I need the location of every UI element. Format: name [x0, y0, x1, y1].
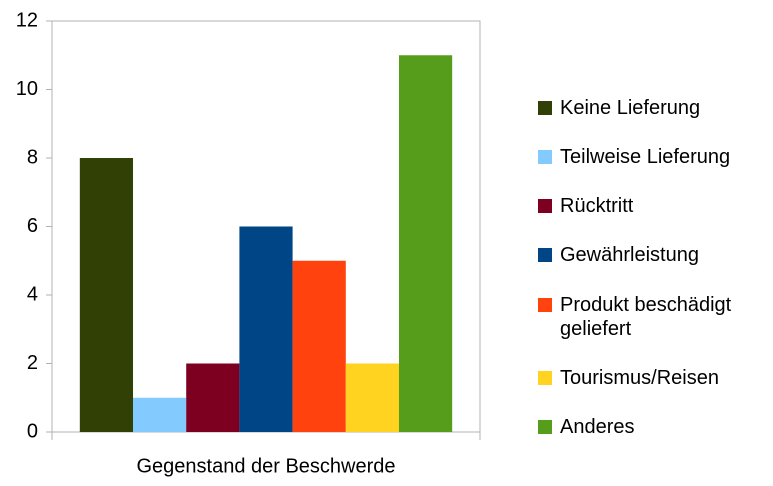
y-tick-label: 2 [27, 352, 38, 374]
bar [186, 363, 240, 432]
legend-label: Keine Lieferung [560, 97, 701, 119]
legend-swatch [538, 150, 552, 165]
y-tick-label: 6 [27, 215, 38, 237]
y-tick-label: 10 [16, 78, 38, 100]
legend-swatch [538, 370, 552, 385]
legend-item: Rücktritt [538, 194, 770, 218]
legend-item: Teilweise Lieferung [538, 145, 770, 169]
bar [79, 158, 134, 432]
bar [345, 363, 399, 432]
y-tick-label: 0 [27, 420, 38, 442]
legend-swatch [538, 101, 552, 115]
y-tick-label: 4 [27, 283, 38, 305]
legend-label: Gewährleistung [560, 244, 699, 267]
legend-swatch [538, 199, 552, 214]
bar [239, 226, 293, 432]
bar [398, 55, 453, 432]
legend-label: Teilweise Lieferung [560, 146, 731, 169]
legend-label: Rücktritt [560, 195, 634, 218]
y-tick-label: 12 [16, 9, 38, 31]
x-tick-label: Gegenstand der Beschwerde [136, 455, 395, 477]
legend-item: Anderes [538, 415, 770, 439]
legend-label: Tourismus/Reisen [560, 366, 719, 389]
legend-swatch [538, 248, 552, 263]
legend-item: Gewährleistung [538, 243, 770, 267]
y-tick-label: 8 [27, 146, 38, 168]
legend-item: Keine Lieferung [538, 96, 770, 120]
legend: Keine Lieferung Teilweise Lieferung Rücktr… [538, 96, 770, 439]
bar [133, 397, 187, 432]
legend-swatch [538, 297, 552, 312]
bar [292, 260, 346, 432]
legend-item: Tourismus/Reisen [538, 366, 770, 390]
legend-label: Produkt beschädigt geliefert [560, 293, 732, 340]
legend-label: Anderes [560, 415, 635, 438]
legend-swatch [538, 419, 552, 434]
legend-item: Produkt beschädigt geliefert [538, 293, 770, 341]
